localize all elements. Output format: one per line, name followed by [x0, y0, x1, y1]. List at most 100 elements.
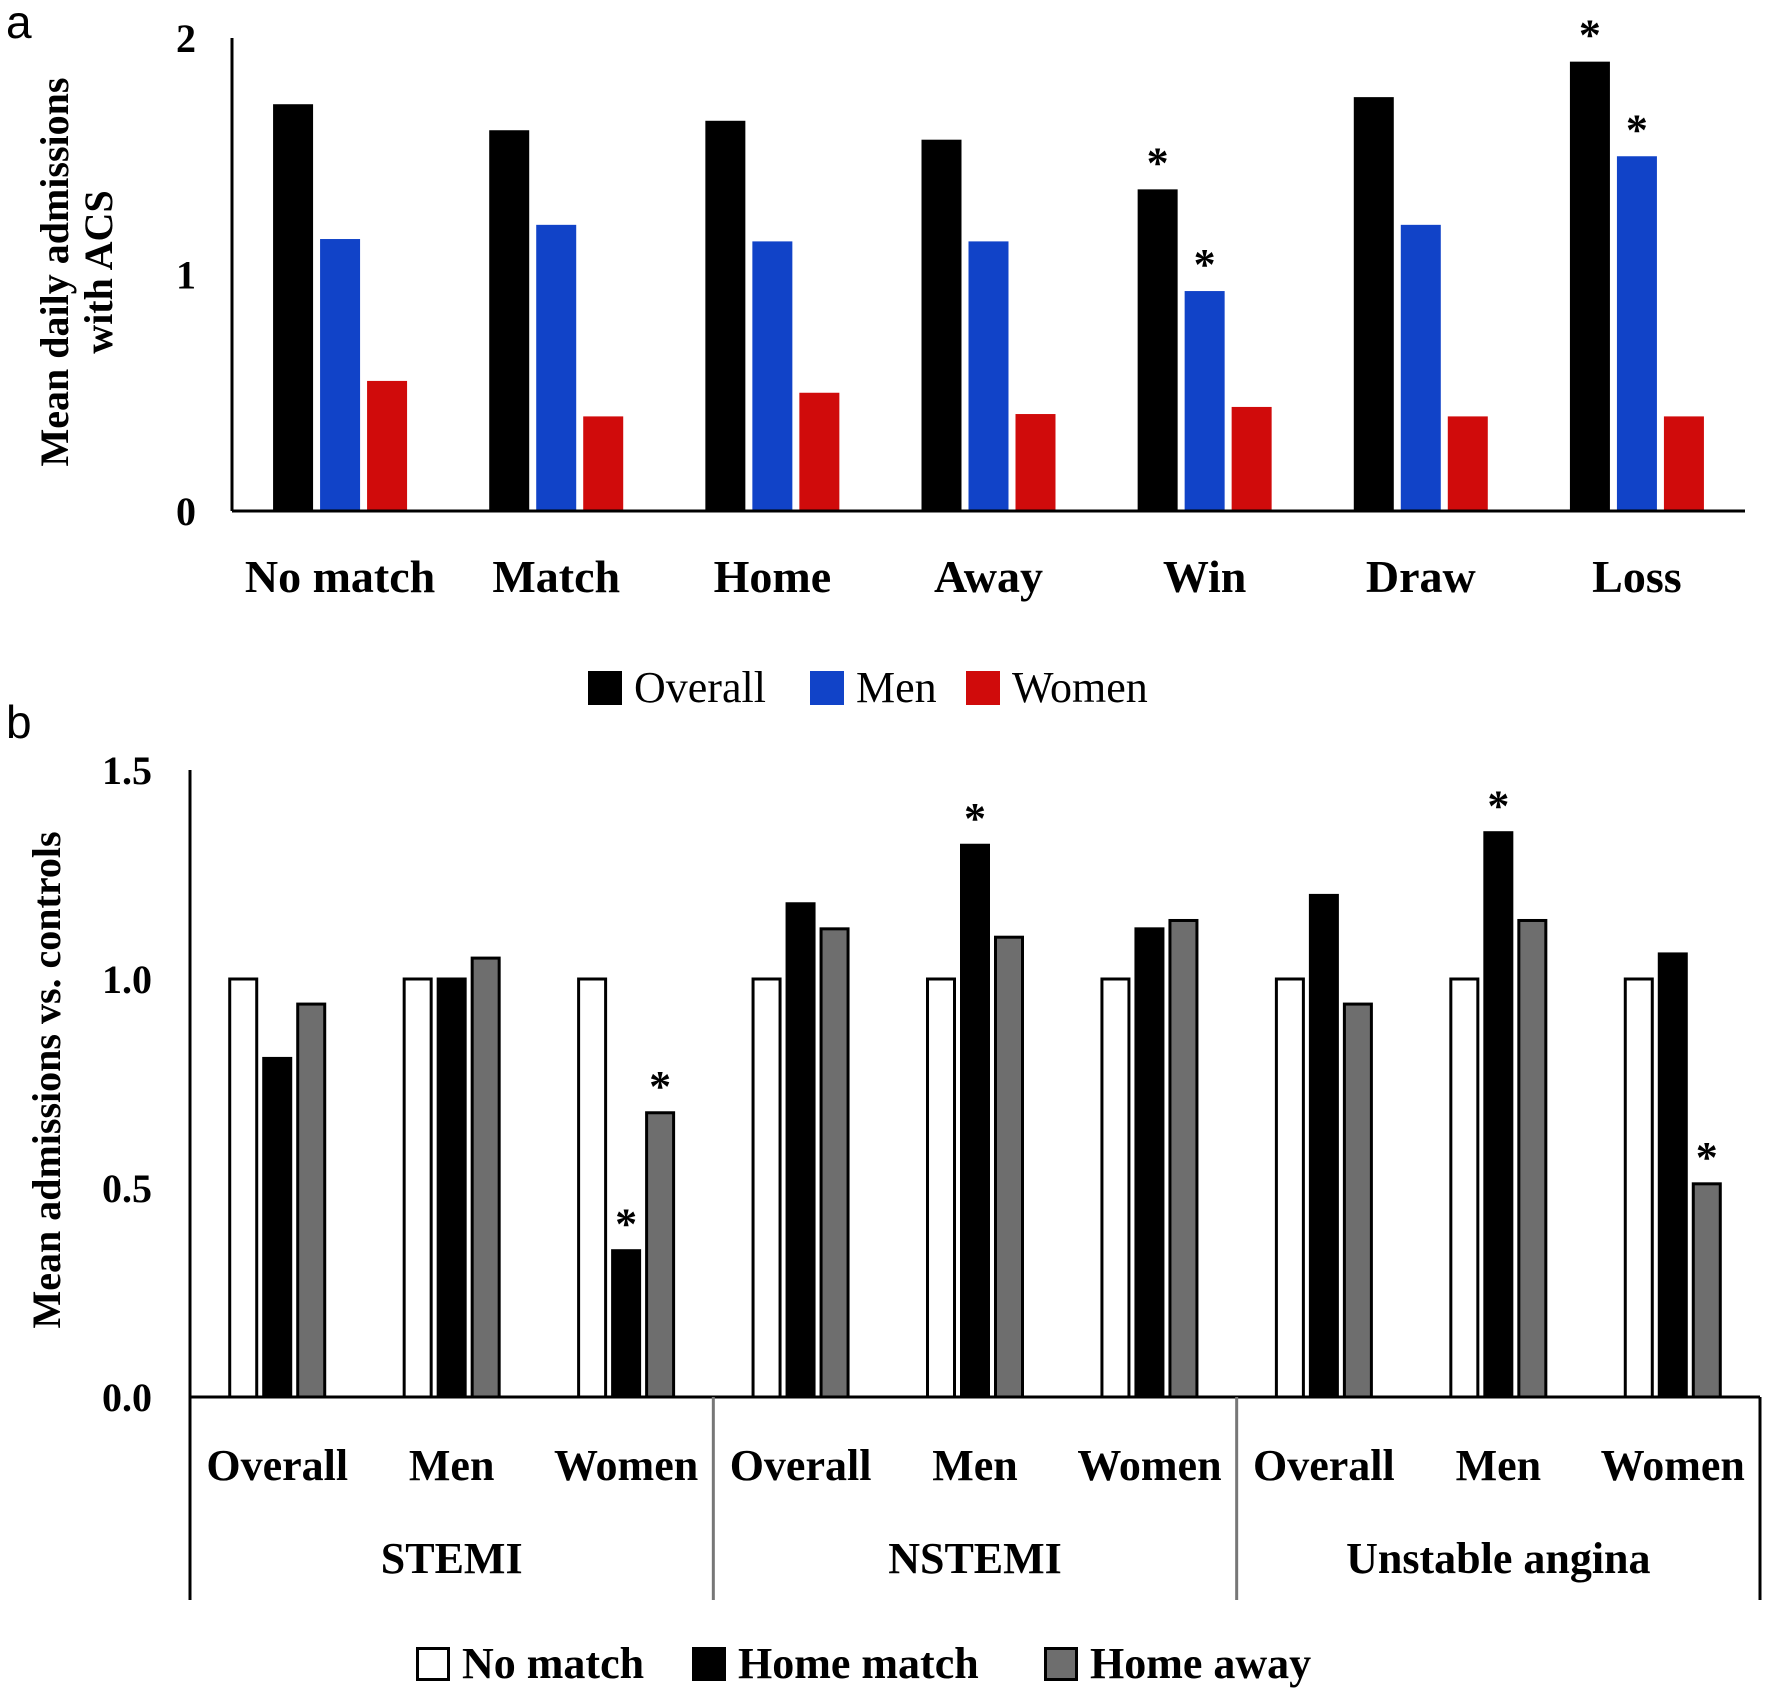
- x-tick-label-no-match: No match: [245, 551, 435, 602]
- significance-asterisk: *: [1696, 1133, 1718, 1182]
- bar-home-away-stemi-men: [470, 956, 501, 1399]
- panel-a-label: a: [6, 0, 32, 48]
- bar-home-match-nstemi-overall: [785, 902, 816, 1399]
- bar-no-match-unstable-angina-men: [1449, 977, 1480, 1399]
- panel-a-y-tick-label: 1: [176, 253, 196, 298]
- x-tick-label-women: Women: [554, 1441, 698, 1490]
- significance-asterisk: *: [649, 1062, 671, 1111]
- bar-overall-no-match: [273, 104, 314, 511]
- panel-b-y-tick-label: 0.0: [102, 1375, 152, 1420]
- legend-label-no-match: No match: [462, 1639, 644, 1688]
- panel-a-bars: [273, 61, 1704, 512]
- bar-men-no-match: [320, 239, 361, 511]
- significance-asterisk: *: [1147, 138, 1169, 187]
- significance-asterisk: *: [1626, 105, 1648, 154]
- legend-swatch-overall: [588, 671, 622, 705]
- bar-home-match-unstable-angina-women: [1657, 952, 1688, 1399]
- group-label-stemi: STEMI: [381, 1534, 523, 1583]
- legend-swatch-home-match: [692, 1647, 726, 1681]
- bar-overall-win: [1137, 189, 1178, 512]
- bar-home-away-unstable-angina-overall: [1342, 1002, 1373, 1399]
- bar-women-draw: [1447, 416, 1488, 511]
- panel-a-y-axis-label-line-2: with ACS: [76, 190, 121, 353]
- bar-no-match-stemi-men: [402, 977, 433, 1399]
- panel-a-y-tick-label: 0: [176, 489, 196, 534]
- panel-a-y-tick-label: 2: [176, 16, 196, 61]
- bar-no-match-unstable-angina-overall: [1274, 977, 1305, 1399]
- bar-women-home: [799, 392, 840, 511]
- x-tick-label-women: Women: [1601, 1441, 1745, 1490]
- bar-home-away-stemi-overall: [296, 1002, 327, 1399]
- bar-overall-draw: [1353, 97, 1394, 511]
- x-tick-label-overall: Overall: [1253, 1441, 1395, 1490]
- bar-no-match-stemi-overall: [228, 977, 259, 1399]
- bar-overall-away: [921, 139, 962, 511]
- significance-asterisk: *: [964, 794, 986, 843]
- bar-overall-match: [489, 130, 530, 512]
- panel-a-legend: Overall Men Women: [588, 663, 1148, 712]
- x-tick-label-men: Men: [932, 1441, 1018, 1490]
- significance-asterisk: *: [1194, 240, 1216, 289]
- group-label-unstable-angina: Unstable angina: [1346, 1534, 1650, 1583]
- bar-men-win: [1184, 291, 1225, 511]
- bar-home-match-nstemi-women: [1134, 927, 1165, 1399]
- significance-asterisk: *: [615, 1200, 637, 1249]
- panel-b-y-tick-label: 1.5: [102, 748, 152, 793]
- legend-swatch-women: [966, 671, 1000, 705]
- bar-home-match-stemi-women: [611, 1249, 642, 1399]
- bar-men-loss: [1616, 156, 1657, 511]
- bar-home-away-nstemi-overall: [819, 927, 850, 1399]
- panel-a-x-tick-labels: No match Match Home Away Win Draw Loss: [245, 551, 1682, 602]
- x-tick-label-win: Win: [1163, 551, 1247, 602]
- panel-b-group-labels: STEMI NSTEMI Unstable angina: [188, 1397, 1762, 1600]
- legend-swatch-home-away: [1044, 1647, 1078, 1681]
- x-tick-label-women: Women: [1077, 1441, 1221, 1490]
- x-tick-label-men: Men: [1456, 1441, 1542, 1490]
- panel-a-y-ticks: 0 1 2: [176, 16, 196, 534]
- bar-home-match-stemi-men: [436, 977, 467, 1399]
- panel-b-y-axis-label: Mean admissions vs. controls: [24, 831, 69, 1328]
- bar-no-match-nstemi-women: [1100, 977, 1131, 1399]
- panel-b-y-tick-label: 0.5: [102, 1166, 152, 1211]
- x-tick-label-overall: Overall: [730, 1441, 872, 1490]
- panel-b-y-tick-label: 1.0: [102, 957, 152, 1002]
- bar-home-match-stemi-overall: [262, 1056, 293, 1399]
- bar-home-match-unstable-angina-men: [1483, 831, 1514, 1399]
- bar-no-match-stemi-women: [577, 977, 608, 1399]
- significance-asterisk: *: [1487, 782, 1509, 831]
- panel-b-bar-chart: b Mean admissions vs. controls 0.0 0.5 1.0…: [6, 696, 1762, 1688]
- x-tick-label-overall: Overall: [206, 1441, 348, 1490]
- x-tick-label-match: Match: [492, 551, 620, 602]
- legend-label-men: Men: [856, 663, 937, 712]
- significance-asterisk: *: [1579, 11, 1601, 60]
- bar-home-away-nstemi-women: [1168, 918, 1199, 1399]
- bar-home-away-nstemi-men: [994, 935, 1024, 1399]
- panel-a-annotations: * * * *: [1147, 11, 1648, 289]
- bar-home-match-unstable-angina-overall: [1308, 893, 1339, 1399]
- group-label-nstemi: NSTEMI: [888, 1534, 1062, 1583]
- bar-men-away: [968, 241, 1009, 511]
- legend-swatch-no-match: [416, 1647, 450, 1681]
- x-tick-label-draw: Draw: [1366, 551, 1476, 602]
- bar-women-no-match: [367, 380, 408, 511]
- bar-home-match-nstemi-men: [960, 843, 990, 1399]
- panel-b-annotations: * * * * *: [615, 782, 1718, 1249]
- bar-men-draw: [1400, 224, 1441, 511]
- bar-home-away-unstable-angina-men: [1517, 918, 1548, 1399]
- panel-a-y-axis-label-line-1: Mean daily admissions: [32, 78, 77, 467]
- panel-b-label: b: [6, 696, 32, 748]
- bar-men-home: [752, 241, 793, 511]
- bar-no-match-unstable-angina-women: [1623, 977, 1654, 1399]
- x-tick-label-away: Away: [934, 551, 1043, 602]
- panel-b-y-ticks: 0.0 0.5 1.0 1.5: [102, 748, 152, 1420]
- legend-label-home-away: Home away: [1090, 1639, 1311, 1688]
- panel-b-legend: No match Home match Home away: [416, 1639, 1311, 1688]
- x-tick-label-men: Men: [409, 1441, 495, 1490]
- panel-a-bar-chart: a Mean daily admissions with ACS 012 ***…: [6, 0, 1745, 712]
- legend-label-women: Women: [1012, 663, 1148, 712]
- bar-home-away-unstable-angina-women: [1691, 1182, 1722, 1399]
- bar-no-match-nstemi-men: [926, 977, 956, 1399]
- panel-b-x-tick-labels: Overall Men Women Overall Men Women Overall Men…: [206, 1441, 1745, 1490]
- legend-label-overall: Overall: [634, 663, 766, 712]
